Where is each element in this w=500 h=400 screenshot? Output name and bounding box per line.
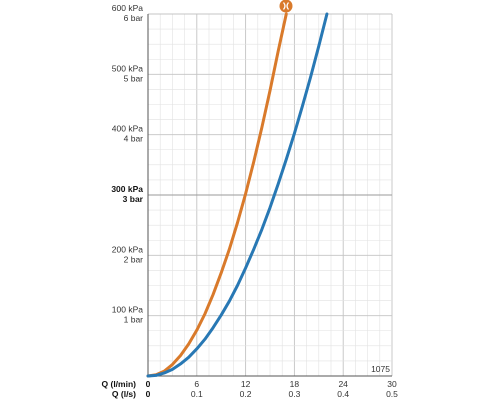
y-tick-label-bar: 2 bar (124, 254, 144, 264)
y-tick-label-kpa: 200 kPa (112, 244, 143, 254)
y-tick-label-kpa: 100 kPa (112, 305, 143, 315)
y-tick-label-kpa: 300 kPa (111, 184, 143, 194)
y-tick-label-bar: 4 bar (124, 134, 144, 144)
x-tick-label-ls: 0.4 (337, 389, 349, 399)
x-tick-label-ls: 0.5 (386, 389, 398, 399)
x-tick-label-lmin: 24 (338, 379, 348, 389)
x-axis-secondary-label: Q (l/s) (112, 389, 136, 399)
x-tick-label-lmin: 18 (290, 379, 300, 389)
x-axis-labels: 00 60.1 120.2 180.3 240.4 300.5 (146, 379, 399, 399)
y-tick-label-kpa: 500 kPa (112, 63, 143, 73)
y-tick-label-bar: 3 bar (123, 194, 144, 204)
hansgrohe-logo-icon (279, 0, 293, 13)
y-tick-label-kpa: 600 kPa (112, 3, 143, 13)
corner-label: 1075 (371, 364, 390, 374)
series-line-1 (146, 12, 288, 378)
x-axis-primary-label: Q (l/min) (102, 379, 137, 389)
chart-grid (147, 13, 393, 377)
x-tick-label-lmin: 12 (241, 379, 251, 389)
x-tick-label-lmin: 30 (387, 379, 397, 389)
y-tick-label-bar: 5 bar (124, 73, 144, 83)
y-tick-label-kpa: 400 kPa (112, 124, 143, 134)
x-tick-label-ls: 0.3 (288, 389, 300, 399)
series-line-2 (146, 12, 329, 378)
x-tick-label-lmin: 6 (194, 379, 199, 389)
x-tick-label-ls: 0.2 (240, 389, 252, 399)
x-tick-label-ls: 0.1 (191, 389, 203, 399)
y-tick-label-bar: 1 bar (124, 315, 144, 325)
y-tick-label-bar: 6 bar (124, 13, 144, 23)
x-tick-label-lmin: 0 (146, 379, 151, 389)
series-layer (146, 12, 329, 378)
x-tick-label-ls: 0 (146, 389, 151, 399)
